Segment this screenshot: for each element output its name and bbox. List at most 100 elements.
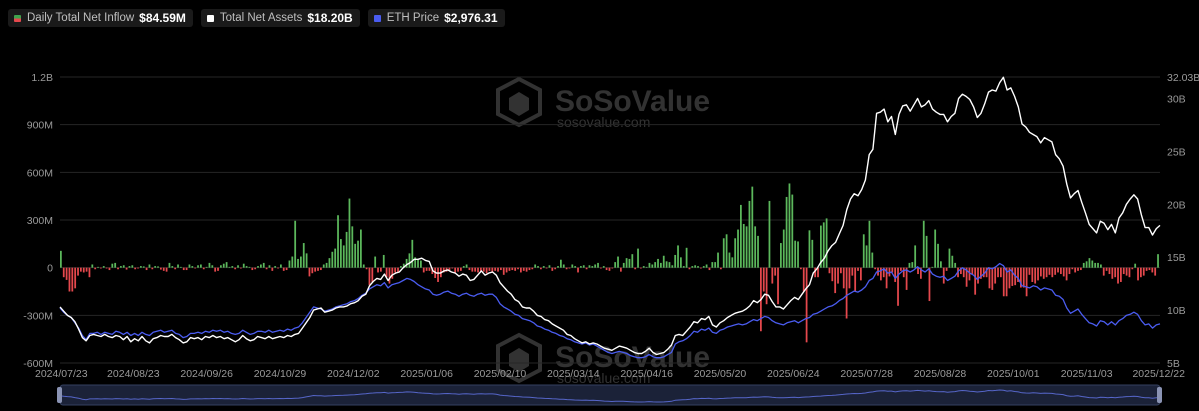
inflow-bar <box>671 265 674 268</box>
x-axis-tick: 2025/10/01 <box>987 368 1040 380</box>
inflow-bar <box>171 266 174 268</box>
inflow-bar <box>260 264 262 268</box>
outflow-bar <box>611 267 614 269</box>
outflow-bar <box>994 267 997 284</box>
outflow-bar <box>945 267 948 271</box>
inflow-bar <box>922 220 925 268</box>
legend-value: $84.59M <box>139 11 186 25</box>
outflow-bar <box>1045 267 1048 278</box>
inflow-bar <box>740 204 742 268</box>
range-handle-left <box>57 387 62 403</box>
x-axis: 2024/07/23 2024/08/23 2024/09/26 2024/10/29… <box>35 368 1185 380</box>
outflow-bar <box>385 267 388 278</box>
inflow-bar <box>331 251 334 268</box>
legend-daily-net-inflow[interactable]: Daily Total Net Inflow $84.59M <box>8 9 193 27</box>
outflow-bar <box>848 267 851 289</box>
legend-label: ETH Price <box>386 12 440 24</box>
outflow-bar <box>500 267 502 271</box>
watermark-brand: SoSoValue <box>555 341 710 374</box>
inflow-bar <box>685 247 688 268</box>
outflow-bar <box>771 267 774 284</box>
inflow-bar <box>420 260 422 268</box>
inflow-bar <box>691 266 694 268</box>
inflow-bar <box>274 266 277 268</box>
inflow-bar <box>1100 264 1102 268</box>
outflow-bar <box>1131 267 1134 270</box>
outflow-bar <box>1111 267 1114 279</box>
inflow-bar <box>248 266 251 268</box>
range-navigator[interactable] <box>57 384 1162 406</box>
outflow-bar <box>891 267 894 273</box>
outflow-bar <box>74 267 77 289</box>
inflow-bar <box>197 265 199 268</box>
inflow-bar <box>822 222 825 268</box>
inflow-bar <box>954 262 957 268</box>
outflow-bar <box>1128 267 1131 278</box>
inflow-bar <box>348 198 351 268</box>
inflow-bar <box>825 218 828 268</box>
outflow-bar <box>371 267 374 282</box>
inflow-bar <box>180 266 182 268</box>
left-axis: 1.2B 900M 600M 300M 0 -300M -600M <box>23 72 53 370</box>
inflow-bar <box>862 234 865 268</box>
legend-label: Daily Total Net Inflow <box>27 12 135 24</box>
outflow-bar <box>917 267 919 275</box>
outflow-bar <box>108 267 111 271</box>
outflow-bar <box>894 267 897 282</box>
inflow-bar <box>414 257 417 268</box>
inflow-bar <box>351 226 354 268</box>
left-axis-tick: 0 <box>47 263 53 275</box>
outflow-bar <box>1017 267 1019 282</box>
right-axis-tick: 20B <box>1167 199 1186 211</box>
range-navigator-preview <box>59 389 1161 403</box>
watermark-top: SoSoValue sosovalue.com <box>496 76 710 130</box>
outflow-bar <box>1054 267 1057 275</box>
outflow-bar <box>394 267 397 273</box>
outflow-bar <box>928 267 931 302</box>
legend-total-net-assets[interactable]: Total Net Assets $18.20B <box>200 9 360 27</box>
outflow-bar <box>494 267 497 271</box>
right-axis-tick: 30B <box>1167 93 1186 105</box>
outflow-bar <box>522 267 525 271</box>
inflow-bar <box>1091 260 1094 268</box>
inflow-bar <box>342 245 345 268</box>
outflow-bar <box>265 267 268 270</box>
outflow-bar <box>1120 267 1122 282</box>
outflow-bar <box>1011 267 1014 286</box>
inflow-bar <box>200 264 202 268</box>
inflow-bar <box>91 264 94 268</box>
outflow-bar <box>468 267 471 271</box>
x-axis-tick: 2025/04/16 <box>620 368 673 380</box>
outflow-bar <box>240 267 242 269</box>
outflow-bar <box>485 267 488 274</box>
outflow-bar <box>277 267 279 269</box>
x-axis-tick: 2025/02/10 <box>474 368 527 380</box>
x-axis-tick: 2025/11/03 <box>1061 368 1113 380</box>
outflow-bar <box>831 267 834 282</box>
outflow-bar <box>460 267 462 271</box>
right-axis-tick: 32.03B <box>1167 72 1199 84</box>
outflow-bar <box>437 267 439 282</box>
outflow-bar <box>688 267 691 270</box>
inflow-bar <box>657 258 659 268</box>
outflow-bar <box>105 267 108 269</box>
inflow-bar <box>177 264 179 268</box>
outflow-bar <box>165 267 168 272</box>
outflow-bar <box>585 267 588 270</box>
outflow-bar <box>545 267 548 269</box>
inflow-bar <box>191 266 194 268</box>
outflow-bar <box>997 267 999 278</box>
outflow-bar <box>80 267 82 272</box>
inflow-bar <box>114 262 117 268</box>
inflow-bar <box>948 248 951 268</box>
inflow-bar <box>937 243 939 268</box>
outflow-bar <box>94 267 97 270</box>
inflow-bar <box>322 264 325 268</box>
outflow-bar <box>482 267 485 272</box>
outflow-bar <box>708 267 711 271</box>
inflow-bar <box>742 223 745 268</box>
legend-eth-price[interactable]: ETH Price $2,976.31 <box>367 9 505 27</box>
outflow-bar <box>640 267 642 269</box>
outflow-bar <box>828 267 831 274</box>
